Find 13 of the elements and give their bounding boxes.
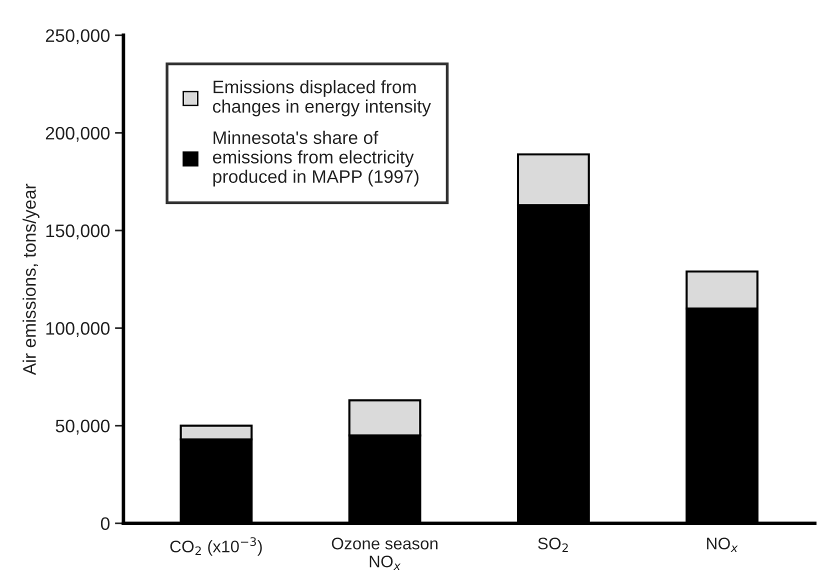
- y-tick-label: 100,000: [46, 322, 110, 337]
- legend-label: Minnesota's share of emissions from electricity produced in MAPP (1997): [212, 130, 418, 187]
- y-tick-label: 200,000: [46, 126, 110, 142]
- x-tick-label: Ozone season NO$_{x}$: [332, 538, 438, 570]
- y-tick-label: 150,000: [46, 224, 110, 240]
- y-tick-label: 50,000: [56, 420, 110, 435]
- y-tick-label: 0: [100, 517, 110, 530]
- x-tick-label: SO$_{2}$: [538, 538, 568, 552]
- legend-label: Emissions displaced from changes in energy intensity: [212, 80, 431, 116]
- y-axis-title: Air emissions, tons/year: [22, 184, 40, 376]
- x-tick-label: CO$_{2}$ (x10$^{−3}$): [170, 537, 262, 556]
- y-tick-label: 250,000: [46, 29, 110, 44]
- x-tick-label: NO$_{x}$: [707, 538, 738, 552]
